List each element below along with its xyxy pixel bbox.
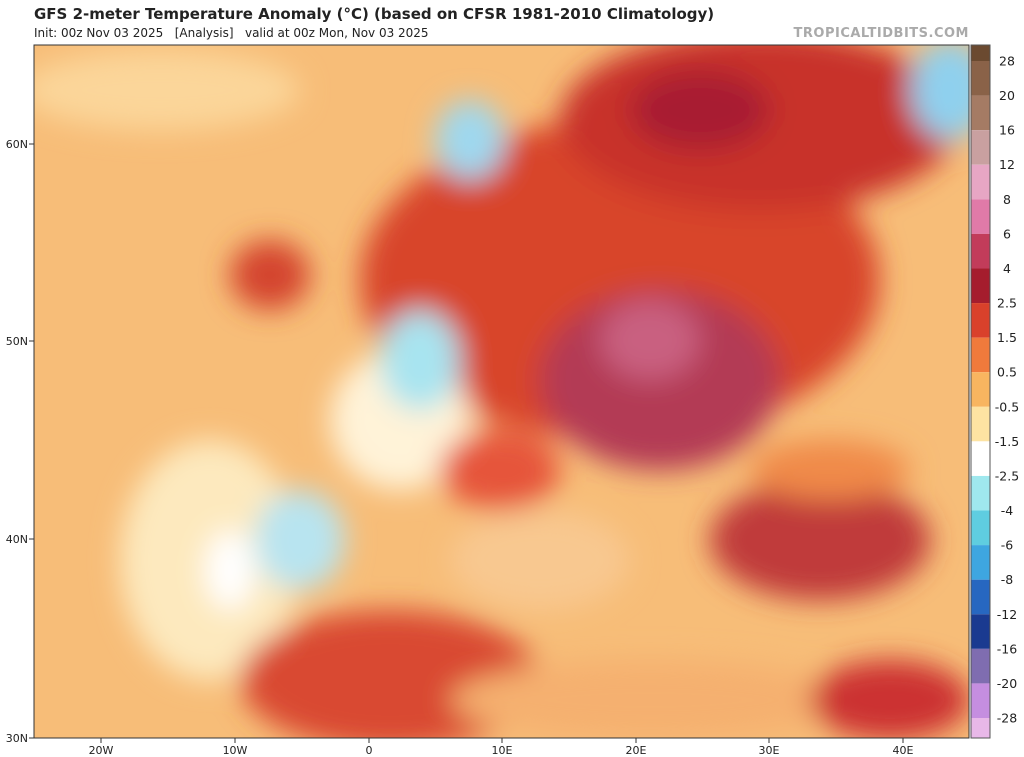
colorbar-swatch [971, 614, 990, 649]
colorbar-swatch [971, 164, 990, 200]
colorbar-label: 28 [999, 54, 1015, 69]
colorbar-swatch [971, 510, 990, 546]
colorbar-label: 16 [999, 123, 1015, 138]
lon-label: 40E [893, 744, 914, 757]
subtitle: Init: 00z Nov 03 2025 [Analysis] valid a… [34, 26, 429, 40]
colorbar-swatch [971, 372, 990, 407]
lon-label: 0 [366, 744, 373, 757]
colorbar-label: 20 [999, 88, 1015, 103]
colorbar-label: -16 [997, 641, 1017, 656]
colorbar-label: 12 [999, 157, 1015, 172]
colorbar-label: -6 [1001, 538, 1014, 553]
colorbar-swatch [971, 130, 990, 165]
colorbar-label: -28 [997, 711, 1017, 726]
colorbar: 28 20 16 12 8 6 4 2.5 1.5 0.5 -0.5 -1.5 -2.5 -4 -6 -8 -1… [970, 44, 1019, 739]
colorbar-label: 8 [1003, 192, 1011, 207]
colorbar-label: -1.5 [995, 434, 1019, 449]
colorbar-swatch [971, 95, 990, 131]
lat-label: 40N [6, 533, 28, 546]
colorbar-frame [970, 44, 991, 739]
colorbar-swatch [971, 579, 990, 615]
colorbar-label: 0.5 [997, 365, 1017, 380]
axes: 60N 50N 40N 30N 20W 10W 0 10E 20E 30E 40E [6, 138, 914, 757]
lat-label: 30N [6, 732, 28, 745]
colorbar-label: -0.5 [995, 399, 1019, 414]
lat-label: 50N [6, 335, 28, 348]
colorbar-label: -12 [997, 607, 1017, 622]
lat-label: 60N [6, 138, 28, 151]
map [34, 45, 969, 738]
colorbar-label: -2.5 [995, 468, 1019, 483]
colorbar-swatch [971, 683, 990, 718]
colorbar-swatch [971, 718, 990, 738]
colorbar-swatch [971, 545, 990, 580]
colorbar-swatch [971, 337, 990, 373]
colorbar-swatch [971, 45, 990, 61]
site-name: TROPICALTIDBITS.COM [794, 26, 969, 41]
colorbar-label: -4 [1001, 503, 1014, 518]
lon-label: 30E [759, 744, 780, 757]
colorbar-swatch [971, 61, 990, 96]
colorbar-swatch [971, 199, 990, 234]
title: GFS 2-meter Temperature Anomaly (°C) (ba… [34, 5, 714, 23]
colorbar-swatch [971, 303, 990, 338]
lon-label: 20W [89, 744, 114, 757]
colorbar-swatch [971, 233, 990, 269]
colorbar-label: -20 [997, 676, 1017, 691]
lon-label: 10W [223, 744, 248, 757]
lon-label: 10E [492, 744, 513, 757]
colorbar-swatch [971, 648, 990, 684]
colorbar-swatch [971, 441, 990, 476]
lon-label: 20E [626, 744, 647, 757]
colorbar-label: -8 [1001, 572, 1014, 587]
colorbar-label: 1.5 [997, 330, 1017, 345]
colorbar-swatch [971, 406, 990, 442]
colorbar-label: 4 [1003, 261, 1011, 276]
colorbar-label: 2.5 [997, 296, 1017, 311]
colorbar-swatch [971, 475, 990, 511]
colorbar-label: 6 [1003, 226, 1011, 241]
colorbar-swatch [971, 268, 990, 304]
